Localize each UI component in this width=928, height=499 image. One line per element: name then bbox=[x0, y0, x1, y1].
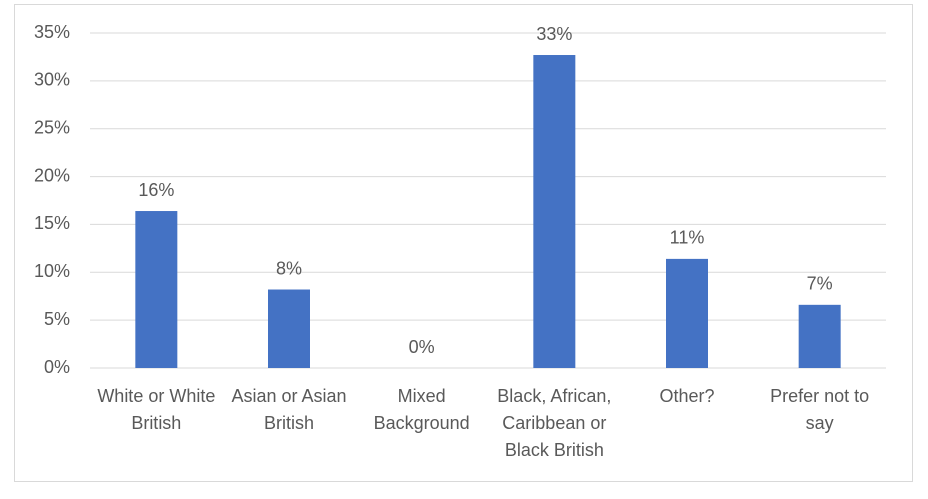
x-tick-label: Other? bbox=[659, 386, 715, 406]
x-tick-label: Black, African, Caribbean or Black Briti… bbox=[497, 386, 612, 460]
y-tick-label: 10% bbox=[34, 261, 70, 281]
y-tick-label: 35% bbox=[34, 22, 70, 42]
data-label: 16% bbox=[138, 180, 174, 200]
x-tick-label: Asian or Asian British bbox=[231, 386, 347, 433]
data-label: 0% bbox=[409, 337, 435, 357]
chart-frame bbox=[14, 4, 913, 482]
data-label: 8% bbox=[276, 258, 302, 278]
data-label: 7% bbox=[807, 274, 833, 294]
bar bbox=[268, 289, 310, 368]
y-tick-label: 15% bbox=[34, 213, 70, 233]
bar bbox=[135, 211, 178, 368]
y-tick-label: 0% bbox=[44, 357, 70, 377]
data-label: 11% bbox=[670, 228, 705, 248]
x-tick-label: White or White British bbox=[97, 386, 216, 433]
y-tick-label: 20% bbox=[34, 165, 70, 185]
y-tick-label: 25% bbox=[34, 117, 70, 137]
bar bbox=[533, 55, 576, 369]
data-label: 33% bbox=[536, 24, 572, 44]
y-tick-label: 5% bbox=[44, 309, 70, 329]
x-tick-label: Prefer not to say bbox=[770, 386, 870, 433]
bar bbox=[798, 304, 841, 368]
y-tick-label: 30% bbox=[34, 70, 70, 90]
bar bbox=[666, 258, 708, 368]
x-tick-label: Mixed Background bbox=[373, 386, 470, 433]
